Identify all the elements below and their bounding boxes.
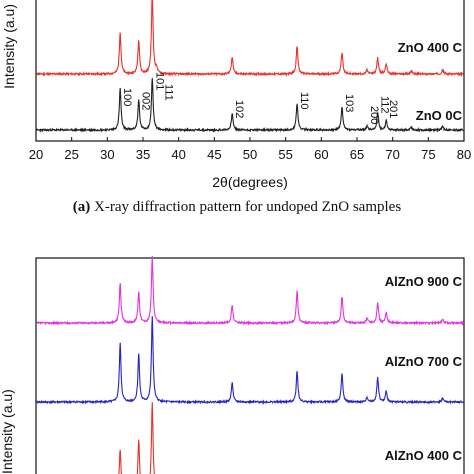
x-tick-label: 75 (421, 147, 435, 162)
peak-label-102: 102 (233, 100, 245, 118)
peak-label-110: 110 (298, 92, 310, 110)
legend-zno-0c: ZnO 0C (416, 108, 463, 123)
peak-label-200: 200 (368, 106, 380, 124)
peak-label-201: 201 (387, 100, 399, 118)
panel-a-ylabel: Intensity (a.u) (1, 4, 17, 89)
peak-label-111: 111 (163, 84, 175, 101)
legend-alzno-400c: AlZnO 400 C (385, 448, 463, 463)
panel-b-plot-frame (35, 257, 465, 474)
panel-b-ylabel: Intensity (a.u) (0, 389, 15, 474)
x-tick-label: 20 (29, 147, 43, 162)
x-tick-label: 45 (207, 147, 221, 162)
peak-label-100: 100 (121, 88, 133, 106)
panel-a-plot-frame (35, 0, 465, 142)
x-tick-label: 80 (457, 147, 471, 162)
peak-label-112: 112 (379, 96, 391, 114)
panel-b: Intensity (a.u) AlZnO 900 C AlZnO 700 C Al… (0, 255, 465, 474)
figure-caption: (a) X-ray diffraction pattern for undope… (0, 199, 474, 216)
x-tick-label: 50 (243, 147, 257, 162)
legend-alzno-900c: AlZnO 900 C (385, 274, 463, 289)
legend-zno-400c: ZnO 400 C (398, 40, 463, 55)
series-zno-0c-line (36, 78, 465, 133)
x-tick-label: 25 (64, 147, 78, 162)
x-tick-label: 70 (385, 147, 399, 162)
x-tick-label: 65 (350, 147, 364, 162)
x-tick-label: 30 (100, 147, 114, 162)
caption-text: X-ray diffraction pattern for undoped Zn… (90, 199, 402, 215)
caption-label: (a) (72, 199, 91, 215)
peak-label-002: 002 (140, 92, 152, 110)
series-alzno-400c-line (118, 402, 155, 474)
x-tick-label: 55 (278, 147, 292, 162)
series-zno-400c-line (36, 0, 464, 77)
peak-label-101: 101 (153, 72, 165, 90)
legend-alzno-700c: AlZnO 700 C (385, 354, 463, 369)
x-tick-label: 60 (314, 147, 328, 162)
x-tick-label: 40 (171, 147, 185, 162)
peak-label-103: 103 (343, 94, 355, 112)
x-tick-label: 35 (136, 147, 150, 162)
series-alzno-700c-line (36, 316, 465, 405)
series-alzno-900c-line (36, 255, 465, 326)
panel-a-xlabel: 2θ(degrees) (212, 174, 288, 190)
